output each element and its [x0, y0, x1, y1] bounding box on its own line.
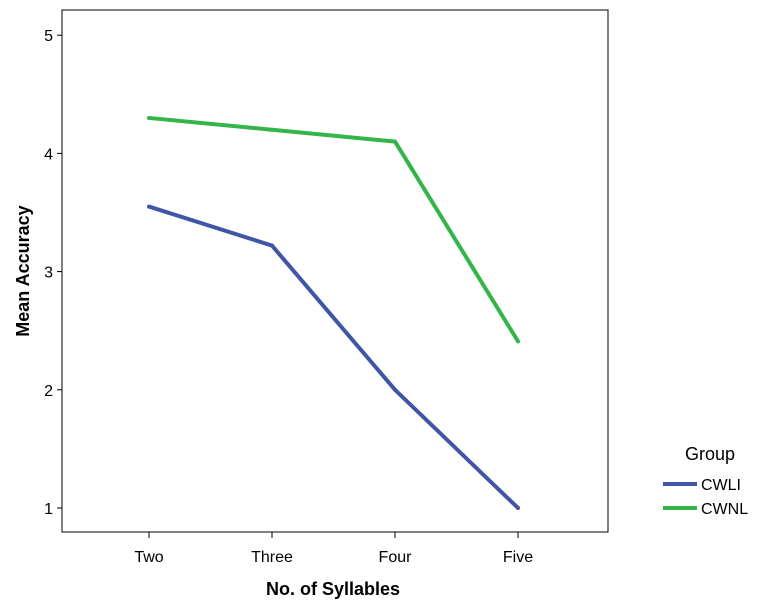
legend-items: CWLI CWNL — [663, 477, 748, 518]
x-axis: Two Three Four Five — [134, 532, 533, 566]
legend-label-cwli: CWLI — [701, 477, 741, 494]
y-tick-label: 5 — [44, 28, 53, 45]
data-point-cwli — [393, 387, 397, 392]
y-axis: 1 2 3 4 5 — [44, 28, 62, 518]
y-axis-title: Mean Accuracy — [13, 205, 33, 336]
plot-frame — [61, 9, 609, 533]
legend: Group CWLI CWNL — [663, 444, 748, 518]
x-tick-label: Three — [251, 549, 293, 566]
data-point-cwnl — [270, 127, 274, 132]
y-tick-label: 2 — [44, 383, 53, 400]
data-point-cwnl — [393, 139, 397, 144]
x-tick-label: Four — [379, 549, 413, 566]
y-tick-label: 1 — [44, 501, 53, 518]
legend-label-cwnl: CWNL — [701, 501, 748, 518]
data-point-cwnl — [147, 115, 151, 120]
x-tick-label: Two — [134, 549, 163, 566]
legend-title: Group — [685, 444, 735, 464]
series-line-cwli — [148, 204, 520, 510]
x-tick-label: Five — [503, 549, 533, 566]
series-layer — [147, 115, 520, 510]
y-tick-label: 3 — [44, 265, 53, 282]
series-line-cwnl — [148, 115, 520, 343]
data-point-cwli — [147, 204, 151, 209]
data-point-cwli — [270, 243, 274, 248]
data-point-cwnl — [516, 339, 520, 344]
x-axis-title: No. of Syllables — [266, 579, 400, 599]
y-tick-label: 4 — [44, 146, 53, 163]
data-point-cwli — [516, 506, 520, 510]
